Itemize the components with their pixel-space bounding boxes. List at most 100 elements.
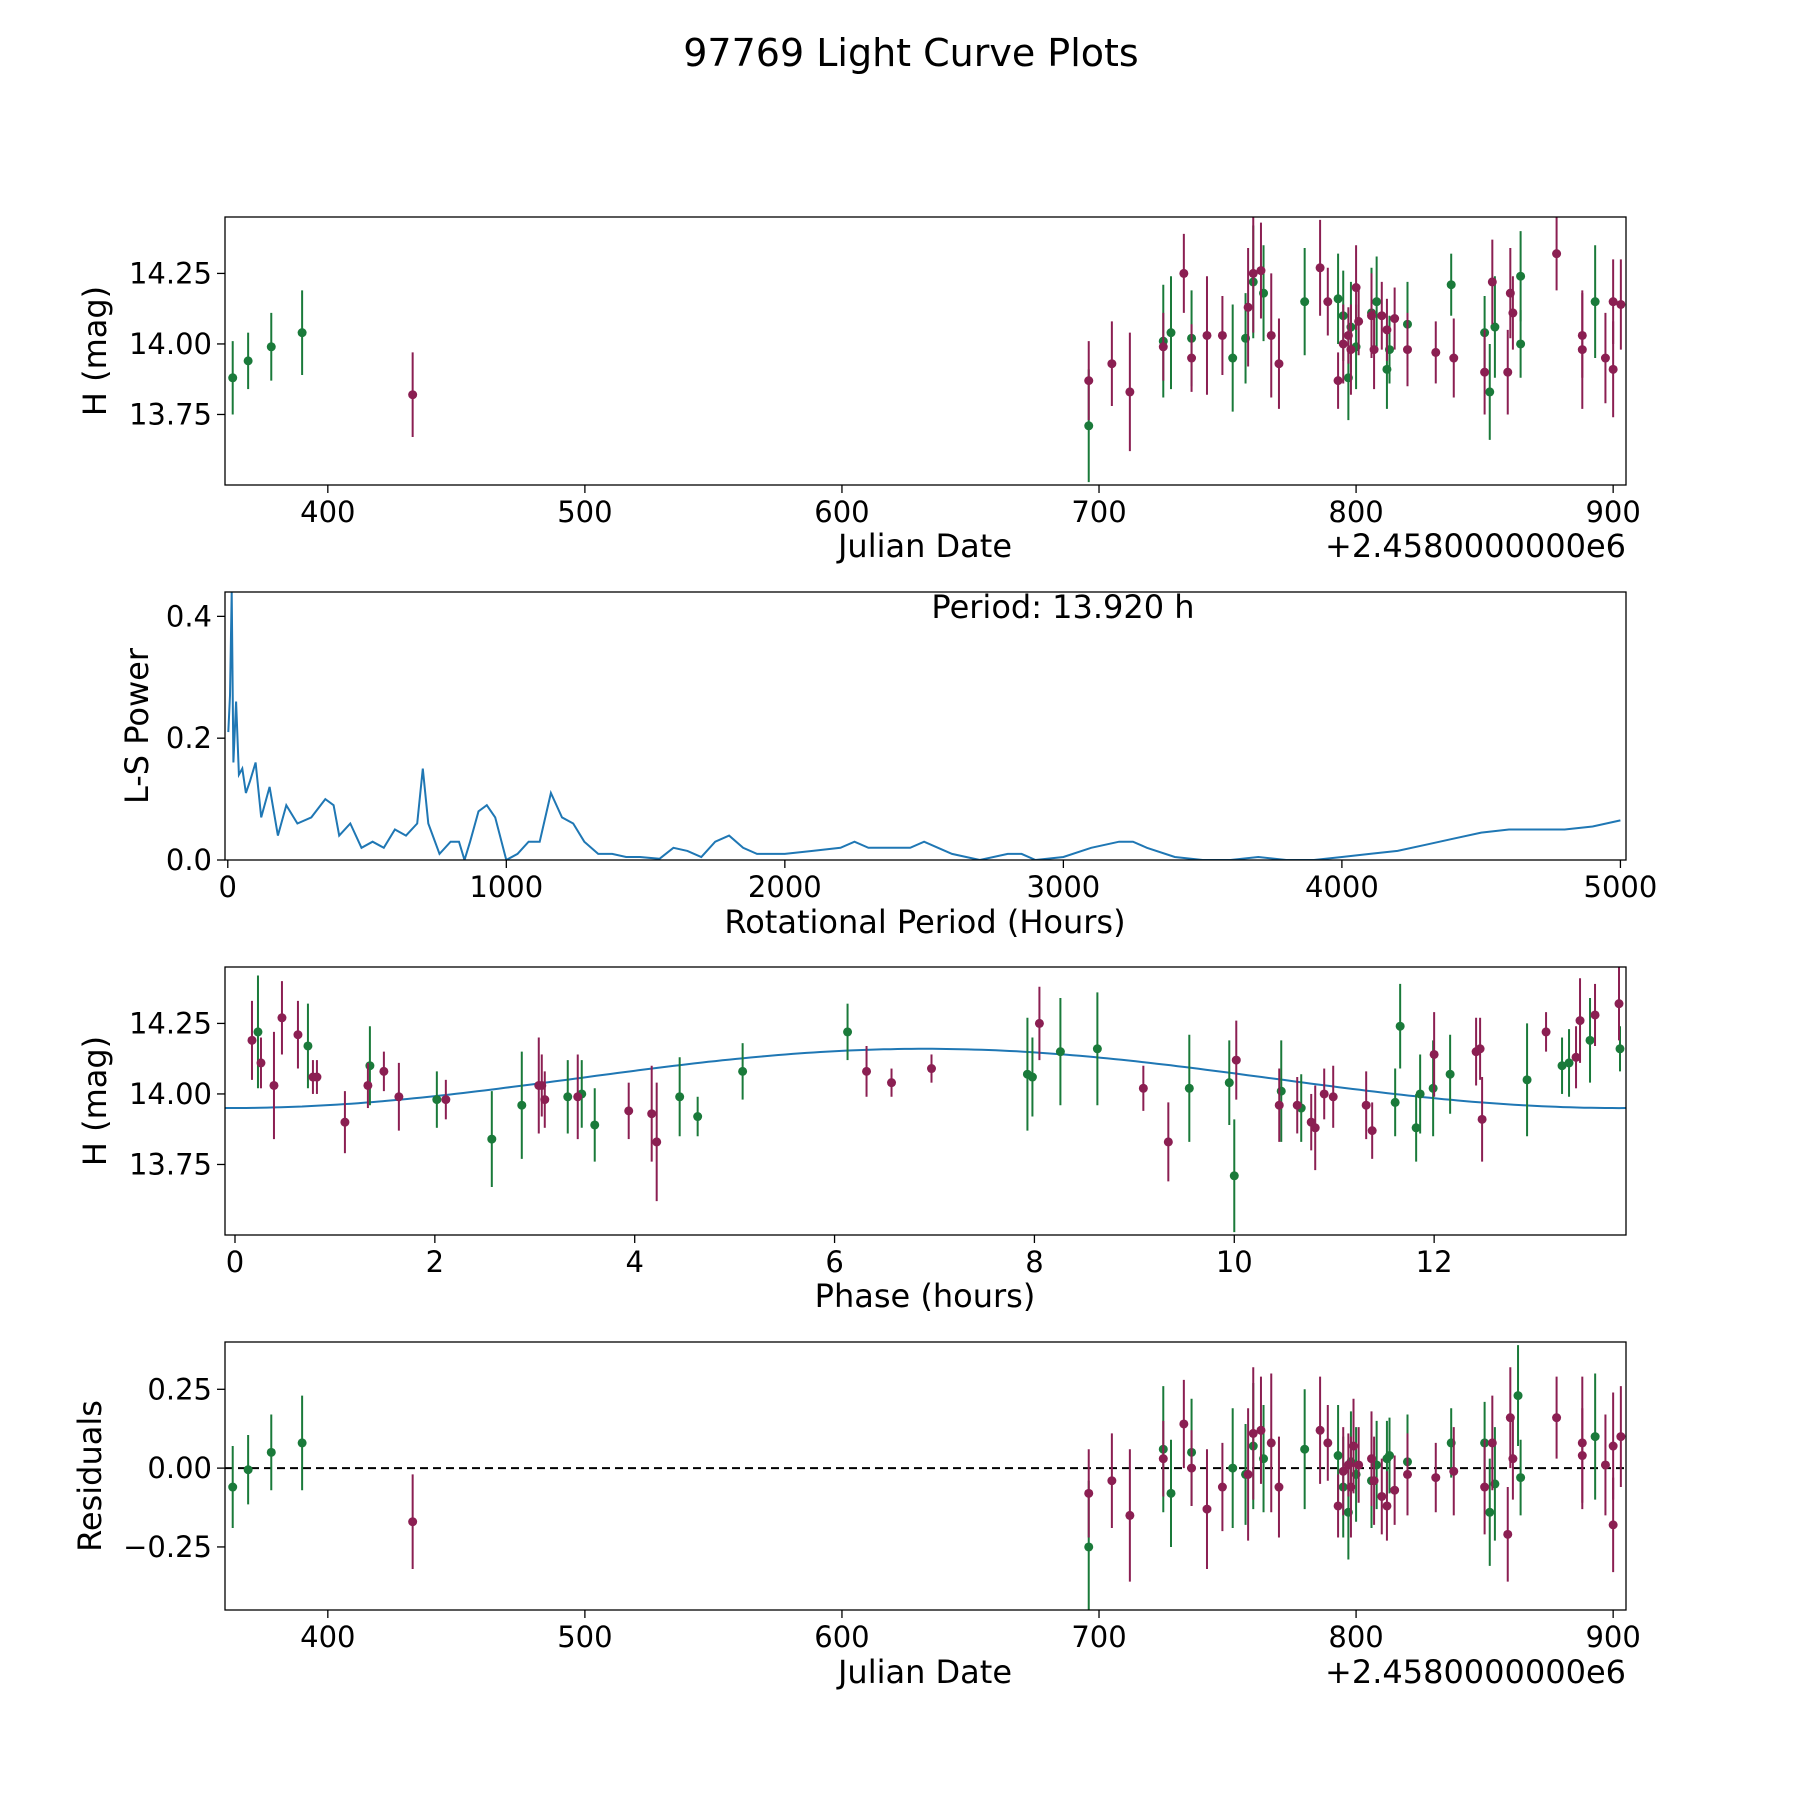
phased-point-magenta: [1367, 1126, 1377, 1136]
residuals-marks: [225, 1345, 1626, 1610]
phased-xtick-label: 10: [1216, 1245, 1253, 1279]
phased-point-green: [487, 1134, 497, 1144]
periodogram-ylabel: L-S Power: [118, 647, 156, 804]
phased-point-magenta: [293, 1030, 303, 1040]
phased-point-green: [1390, 1097, 1400, 1107]
residuals-offset-text: +2.4580000000e6: [1325, 1653, 1626, 1691]
residuals-point-magenta: [1107, 1476, 1117, 1486]
lightcurve-xtick-label: 900: [1585, 495, 1640, 529]
phased-point-magenta: [1571, 1052, 1581, 1062]
residuals-ytick-label: −0.25: [123, 1530, 212, 1564]
periodogram-xtick-label: 4000: [1305, 870, 1379, 904]
lightcurve-xtick-label: 400: [300, 495, 355, 529]
phased-point-magenta: [1590, 1010, 1600, 1020]
phased-ytick-label: 13.75: [129, 1147, 212, 1181]
residuals-point-magenta: [1256, 1425, 1266, 1435]
lightcurve-point-magenta: [1248, 268, 1258, 278]
phased-point-green: [675, 1092, 685, 1102]
residuals-point-magenta: [1503, 1529, 1513, 1539]
lightcurve-point-magenta: [1480, 367, 1490, 377]
lightcurve-point-green: [1516, 271, 1526, 281]
residuals-point-magenta: [408, 1517, 418, 1527]
phased-point-green: [1395, 1021, 1405, 1031]
residuals-ytick-label: 0.00: [147, 1451, 212, 1485]
phased-xtick-label: 12: [1416, 1245, 1453, 1279]
phased-point-green: [590, 1120, 600, 1130]
phased-point-magenta: [256, 1058, 266, 1068]
residuals-point-magenta: [1084, 1488, 1094, 1498]
phased-model-curve: [225, 1047, 1626, 1110]
phased-point-green: [1411, 1123, 1421, 1133]
lightcurve-point-green: [1485, 387, 1495, 397]
phased-point-magenta: [1034, 1018, 1044, 1028]
lightcurve-ticks: 400 500 600 700 800 900 13.75 14.00 14.25: [129, 256, 1641, 529]
lightcurve-point-green: [1333, 294, 1343, 304]
residuals-point-magenta: [1577, 1438, 1587, 1448]
phased-point-magenta: [887, 1078, 897, 1088]
residuals-point-green: [1300, 1444, 1310, 1454]
phased-marks: [225, 967, 1626, 1233]
residuals-point-green: [266, 1447, 276, 1457]
residuals-xtick-label: 600: [814, 1620, 869, 1654]
panel-residuals: 400 500 600 700 800 900 −0.25 0.00 0.25 Julian D…: [71, 1341, 1641, 1691]
phased-point-green: [365, 1061, 375, 1071]
phased-point-green: [1615, 1044, 1625, 1054]
lightcurve-xlabel: Julian Date: [836, 527, 1012, 565]
periodogram-xtick-label: 2000: [748, 870, 822, 904]
phased-point-magenta: [1310, 1123, 1320, 1133]
phased-point-magenta: [394, 1092, 404, 1102]
lightcurve-point-green: [1084, 421, 1094, 431]
phased-point-green: [1027, 1072, 1037, 1082]
phased-point-magenta: [1475, 1044, 1485, 1054]
lightcurve-point-magenta: [1346, 345, 1356, 355]
phased-point-magenta: [647, 1109, 657, 1119]
phased-point-green: [1557, 1061, 1567, 1071]
lightcurve-point-green: [1300, 297, 1310, 307]
lightcurve-point-green: [297, 328, 307, 338]
residuals-point-magenta: [1217, 1482, 1227, 1492]
phased-point-green: [1224, 1078, 1234, 1088]
phased-point-green: [1184, 1083, 1194, 1093]
periodogram-xlabel: Rotational Period (Hours): [724, 903, 1125, 941]
phased-point-magenta: [1477, 1114, 1487, 1124]
phased-ytick-label: 14.00: [129, 1077, 212, 1111]
figure-title: 97769 Light Curve Plots: [683, 31, 1138, 75]
phased-ylabel: H (mag): [76, 1036, 114, 1166]
phased-point-magenta: [1138, 1083, 1148, 1093]
residuals-point-magenta: [1377, 1491, 1387, 1501]
residuals-point-magenta: [1187, 1463, 1197, 1473]
lightcurve-point-magenta: [1333, 376, 1343, 386]
lightcurve-point-green: [1516, 339, 1526, 349]
lightcurve-point-magenta: [1158, 342, 1168, 352]
panel-phased: 0 2 4 6 8 10 12 13.75 14.00 14.25 Phase (hours) H…: [76, 966, 1627, 1315]
lightcurve-point-magenta: [1107, 359, 1117, 369]
lightcurve-point-magenta: [1431, 347, 1441, 357]
residuals-point-magenta: [1449, 1466, 1459, 1476]
phased-point-magenta: [624, 1106, 634, 1116]
lightcurve-ylabel: H (mag): [76, 286, 114, 416]
lightcurve-point-magenta: [1315, 263, 1325, 273]
residuals-point-magenta: [1608, 1441, 1618, 1451]
periodogram-period-annotation: Period: 13.920 h: [931, 588, 1194, 626]
lightcurve-point-magenta: [1600, 353, 1610, 363]
residuals-ylabel: Residuals: [71, 1400, 109, 1552]
phased-plot-area: [225, 967, 1626, 1233]
residuals-point-green: [1516, 1473, 1526, 1483]
periodogram-marks: [227, 592, 1621, 860]
phased-point-green: [693, 1112, 703, 1122]
phased-xtick-label: 4: [625, 1245, 643, 1279]
phased-xtick-label: 6: [825, 1245, 843, 1279]
phased-point-green: [253, 1027, 263, 1037]
lightcurve-point-green: [1166, 328, 1176, 338]
lightcurve-ytick-label: 14.25: [129, 256, 212, 290]
phased-point-green: [843, 1027, 853, 1037]
residuals-point-magenta: [1390, 1485, 1400, 1495]
phased-point-magenta: [1319, 1089, 1329, 1099]
phased-ytick-label: 14.25: [129, 1006, 212, 1040]
phased-point-magenta: [652, 1137, 662, 1147]
lightcurve-point-magenta: [1187, 353, 1197, 363]
lightcurve-point-magenta: [1503, 367, 1513, 377]
lightcurve-point-magenta: [1202, 330, 1212, 340]
residuals-point-magenta: [1508, 1454, 1518, 1464]
residuals-point-magenta: [1243, 1469, 1253, 1479]
